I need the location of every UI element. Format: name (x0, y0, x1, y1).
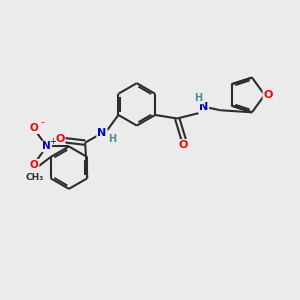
Text: H: H (194, 94, 202, 103)
Text: N: N (43, 142, 51, 152)
Text: H: H (108, 134, 117, 144)
Text: +: + (49, 137, 56, 146)
Text: N: N (199, 102, 208, 112)
Text: CH₃: CH₃ (25, 173, 44, 182)
Text: N: N (97, 128, 106, 138)
Text: -: - (40, 117, 44, 127)
Text: O: O (30, 123, 39, 133)
Text: O: O (30, 160, 39, 170)
Text: O: O (179, 140, 188, 150)
Text: O: O (55, 134, 64, 144)
Text: O: O (263, 90, 273, 100)
